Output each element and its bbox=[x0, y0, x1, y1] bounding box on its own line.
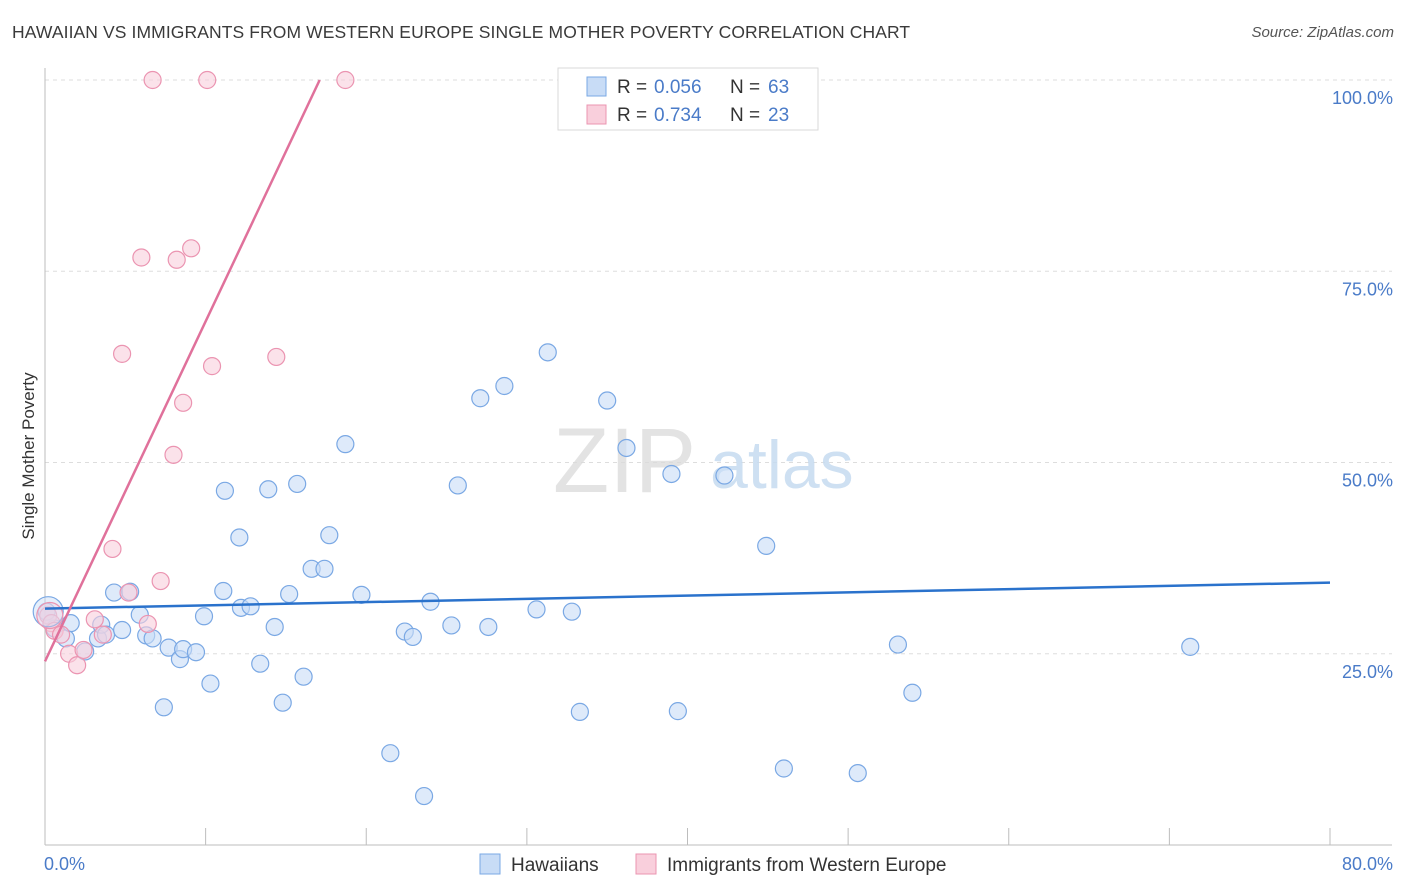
stats-r-label: R = bbox=[617, 105, 647, 126]
western-europe-point bbox=[167, 250, 186, 269]
western-europe-point bbox=[112, 344, 132, 363]
stats-n-label: N = bbox=[730, 105, 760, 126]
hawaiian-point bbox=[194, 607, 214, 626]
watermark-zip: ZIP bbox=[553, 410, 696, 512]
hawaiian-point bbox=[617, 438, 636, 458]
hawaiian-point bbox=[201, 674, 220, 693]
y-tick-label: 75.0% bbox=[1342, 279, 1393, 299]
hawaiian-point bbox=[259, 480, 278, 499]
axes-layer bbox=[44, 68, 1392, 846]
hawaiian-point bbox=[273, 693, 292, 712]
hawaiian-point bbox=[471, 389, 490, 408]
hawaiian-point bbox=[442, 616, 461, 635]
hawaiian-point bbox=[381, 744, 400, 763]
hawaiian-point bbox=[1181, 637, 1200, 656]
hawaiian-point bbox=[903, 683, 922, 702]
hawaiian-point bbox=[479, 617, 498, 637]
hawaiian-point bbox=[230, 528, 249, 547]
western-europe-point bbox=[336, 70, 355, 90]
legend-layer: R = 0.056 N = 63 R = 0.734 N = 23 Hawaiians I… bbox=[479, 67, 946, 876]
points-layer bbox=[32, 70, 1200, 806]
stats-r-value: 0.734 bbox=[654, 105, 702, 126]
western-europe-point bbox=[198, 70, 217, 90]
western-europe-point bbox=[68, 656, 87, 675]
labels-layer: 25.0% 50.0% 75.0% 100.0% 0.0% 80.0% Single Mot… bbox=[19, 88, 1393, 874]
western-europe-point bbox=[138, 614, 157, 634]
western-europe-point bbox=[202, 357, 222, 376]
hawaiian-point bbox=[294, 667, 313, 686]
hawaiian-point bbox=[570, 702, 589, 721]
stats-swatch-western-europe bbox=[586, 104, 607, 125]
hawaiian-trend-line bbox=[44, 581, 1331, 610]
y-axis-title: Single Mother Poverty bbox=[19, 372, 38, 540]
western-europe-point bbox=[151, 571, 170, 591]
chart-title: HAWAIIAN VS IMMIGRANTS FROM WESTERN EURO… bbox=[12, 22, 911, 42]
western-europe-point bbox=[132, 248, 151, 267]
hawaiian-point bbox=[538, 343, 557, 362]
hawaiian-point bbox=[448, 476, 467, 495]
hawaiian-point bbox=[352, 585, 371, 604]
western-europe-trend-line bbox=[43, 79, 321, 662]
western-europe-point bbox=[164, 445, 183, 464]
stats-n-value: 23 bbox=[768, 105, 789, 126]
stats-swatch-hawaiians bbox=[586, 76, 607, 97]
hawaiian-point bbox=[562, 602, 581, 621]
watermark-atlas: atlas bbox=[710, 427, 854, 503]
hawaiian-point bbox=[214, 581, 233, 601]
y-tick-label: 50.0% bbox=[1342, 471, 1393, 491]
hawaiian-point bbox=[315, 559, 334, 578]
y-tick-label: 25.0% bbox=[1342, 662, 1393, 682]
legend-label-western-europe: Immigrants from Western Europe bbox=[667, 855, 946, 876]
hawaiian-point bbox=[414, 786, 434, 806]
x-tick-label-max: 80.0% bbox=[1342, 854, 1393, 874]
western-europe-point bbox=[267, 347, 286, 367]
western-europe-point bbox=[85, 610, 104, 629]
hawaiian-point bbox=[662, 464, 681, 484]
western-europe-point bbox=[103, 539, 122, 559]
hawaiian-point bbox=[598, 391, 617, 410]
hawaiian-point bbox=[265, 617, 284, 637]
western-europe-point-cluster bbox=[36, 601, 64, 630]
stats-r-value: 0.056 bbox=[654, 77, 702, 98]
hawaiian-point bbox=[774, 759, 793, 778]
hawaiian-point bbox=[888, 635, 908, 654]
western-europe-point bbox=[174, 393, 193, 412]
hawaiian-point bbox=[495, 376, 514, 396]
hawaiian-point bbox=[715, 466, 734, 485]
hawaiian-point bbox=[288, 474, 307, 494]
hawaiian-point bbox=[320, 526, 339, 545]
western-europe-point bbox=[93, 625, 112, 644]
hawaiian-point bbox=[241, 597, 260, 616]
western-europe-point bbox=[143, 70, 162, 90]
stats-n-label: N = bbox=[730, 77, 760, 98]
chart-source: Source: ZipAtlas.com bbox=[1251, 24, 1394, 41]
stats-r-label: R = bbox=[617, 77, 647, 98]
legend-swatch-hawaiians bbox=[479, 853, 501, 875]
hawaiian-point bbox=[527, 600, 546, 619]
western-europe-point bbox=[182, 239, 201, 258]
hawaiian-point bbox=[336, 435, 355, 454]
y-tick-label: 100.0% bbox=[1332, 88, 1393, 108]
legend-label-hawaiians: Hawaiians bbox=[511, 855, 599, 876]
hawaiian-point bbox=[757, 536, 776, 555]
hawaiian-point bbox=[215, 481, 234, 500]
stats-n-value: 63 bbox=[768, 77, 789, 98]
western-europe-point bbox=[74, 640, 93, 660]
western-europe-point bbox=[119, 583, 138, 602]
hawaiian-point bbox=[280, 584, 299, 604]
watermark: ZIP atlas bbox=[553, 410, 854, 512]
trend-layer bbox=[43, 79, 1331, 662]
hawaiian-point bbox=[154, 698, 173, 717]
hawaiian-point bbox=[848, 763, 867, 783]
hawaiian-point bbox=[668, 702, 687, 721]
hawaiian-point bbox=[112, 620, 132, 640]
hawaiian-point bbox=[251, 654, 270, 673]
legend-swatch-western-europe bbox=[635, 853, 657, 875]
x-tick-label-min: 0.0% bbox=[44, 854, 85, 874]
hawaiian-point bbox=[186, 643, 206, 662]
hawaiian-point bbox=[403, 627, 422, 647]
grid-layer bbox=[45, 79, 1392, 655]
